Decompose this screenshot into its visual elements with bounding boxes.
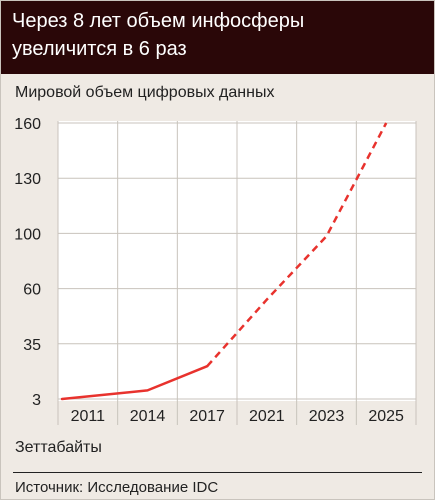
y-tick-label: 130 <box>14 171 41 188</box>
y-unit-label: Зеттабайты <box>15 439 102 456</box>
x-tick-label: 2017 <box>189 408 225 425</box>
y-tick-label: 3 <box>32 392 41 409</box>
source-note: Источник: Исследование IDC <box>15 479 219 496</box>
y-tick-label: 160 <box>14 116 41 133</box>
x-tick-label: 2011 <box>71 408 106 425</box>
footer-divider <box>13 472 422 473</box>
x-tick-label: 2014 <box>130 408 166 425</box>
line-chart: 3 35 60 100 130 160 2011 2014 2017 2021 2023 2025 <box>14 116 417 425</box>
series-line-forecast <box>206 122 388 368</box>
chart-subtitle: Мировой объем цифровых данных <box>15 84 275 101</box>
y-tick-label: 100 <box>14 226 41 243</box>
x-tick-label: 2023 <box>309 408 345 425</box>
x-tick-label: 2021 <box>249 408 285 425</box>
y-tick-label: 35 <box>23 337 41 354</box>
x-tick-label: 2025 <box>368 408 404 425</box>
y-tick-label: 60 <box>23 282 41 299</box>
chart-title: Через 8 лет объем инфосферы увеличится в… <box>12 10 305 60</box>
header-bar: Через 8 лет объем инфосферы увеличится в… <box>1 1 434 74</box>
